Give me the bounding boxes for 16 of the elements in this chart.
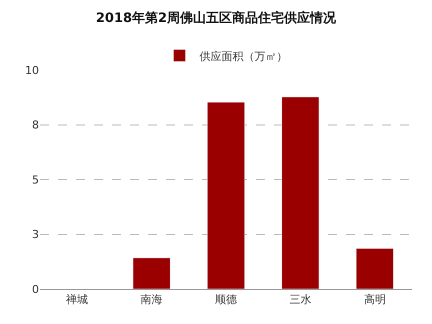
x-tick-label: 顺德 (215, 293, 237, 306)
bar (282, 96, 320, 289)
legend-label: 供应面积（万㎡） (200, 50, 288, 63)
y-tick-label: 8 (32, 118, 39, 132)
y-tick-label: 0 (32, 282, 39, 296)
bar (207, 102, 245, 289)
bar (356, 248, 394, 289)
y-tick-label: 5 (32, 173, 39, 186)
chart-title: 2018年第2周佛山五区商品住宅供应情况 (96, 10, 338, 26)
x-tick-label: 高明 (364, 293, 386, 306)
x-tick-label: 禅城 (66, 293, 88, 306)
bar (132, 258, 170, 289)
x-tick-label: 三水 (289, 293, 312, 306)
x-tick-label: 南海 (140, 293, 163, 306)
y-tick-label: 3 (32, 228, 39, 242)
y-tick-label: 10 (25, 64, 39, 77)
